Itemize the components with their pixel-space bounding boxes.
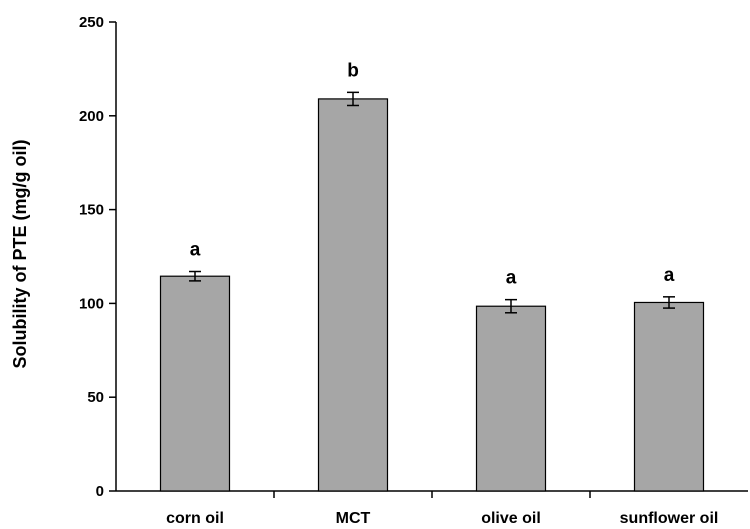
y-axis-title: Solubility of PTE (mg/g oil)	[10, 140, 30, 369]
bar	[159, 275, 231, 492]
y-tick-label: 50	[87, 389, 104, 406]
x-tick-label: MCT	[336, 510, 371, 527]
y-tick-label: 100	[79, 295, 104, 312]
x-tick-label: sunflower oil	[620, 510, 719, 527]
x-tick-label: olive oil	[481, 510, 541, 527]
y-tick-label: 150	[79, 202, 104, 219]
bar	[475, 305, 547, 492]
significance-label: a	[190, 240, 201, 261]
significance-label: b	[347, 60, 359, 81]
bar	[317, 98, 389, 492]
x-tick-label: corn oil	[166, 510, 224, 527]
y-tick-label: 200	[79, 108, 104, 125]
y-tick-label: 250	[79, 14, 104, 31]
bar	[633, 301, 705, 492]
significance-label: a	[506, 268, 517, 289]
plot-area: 0 50 100 150 200 250 a corn oil b MCT a olive oil a s…	[79, 14, 748, 527]
significance-label: a	[664, 265, 675, 286]
y-tick-label: 0	[96, 483, 104, 500]
